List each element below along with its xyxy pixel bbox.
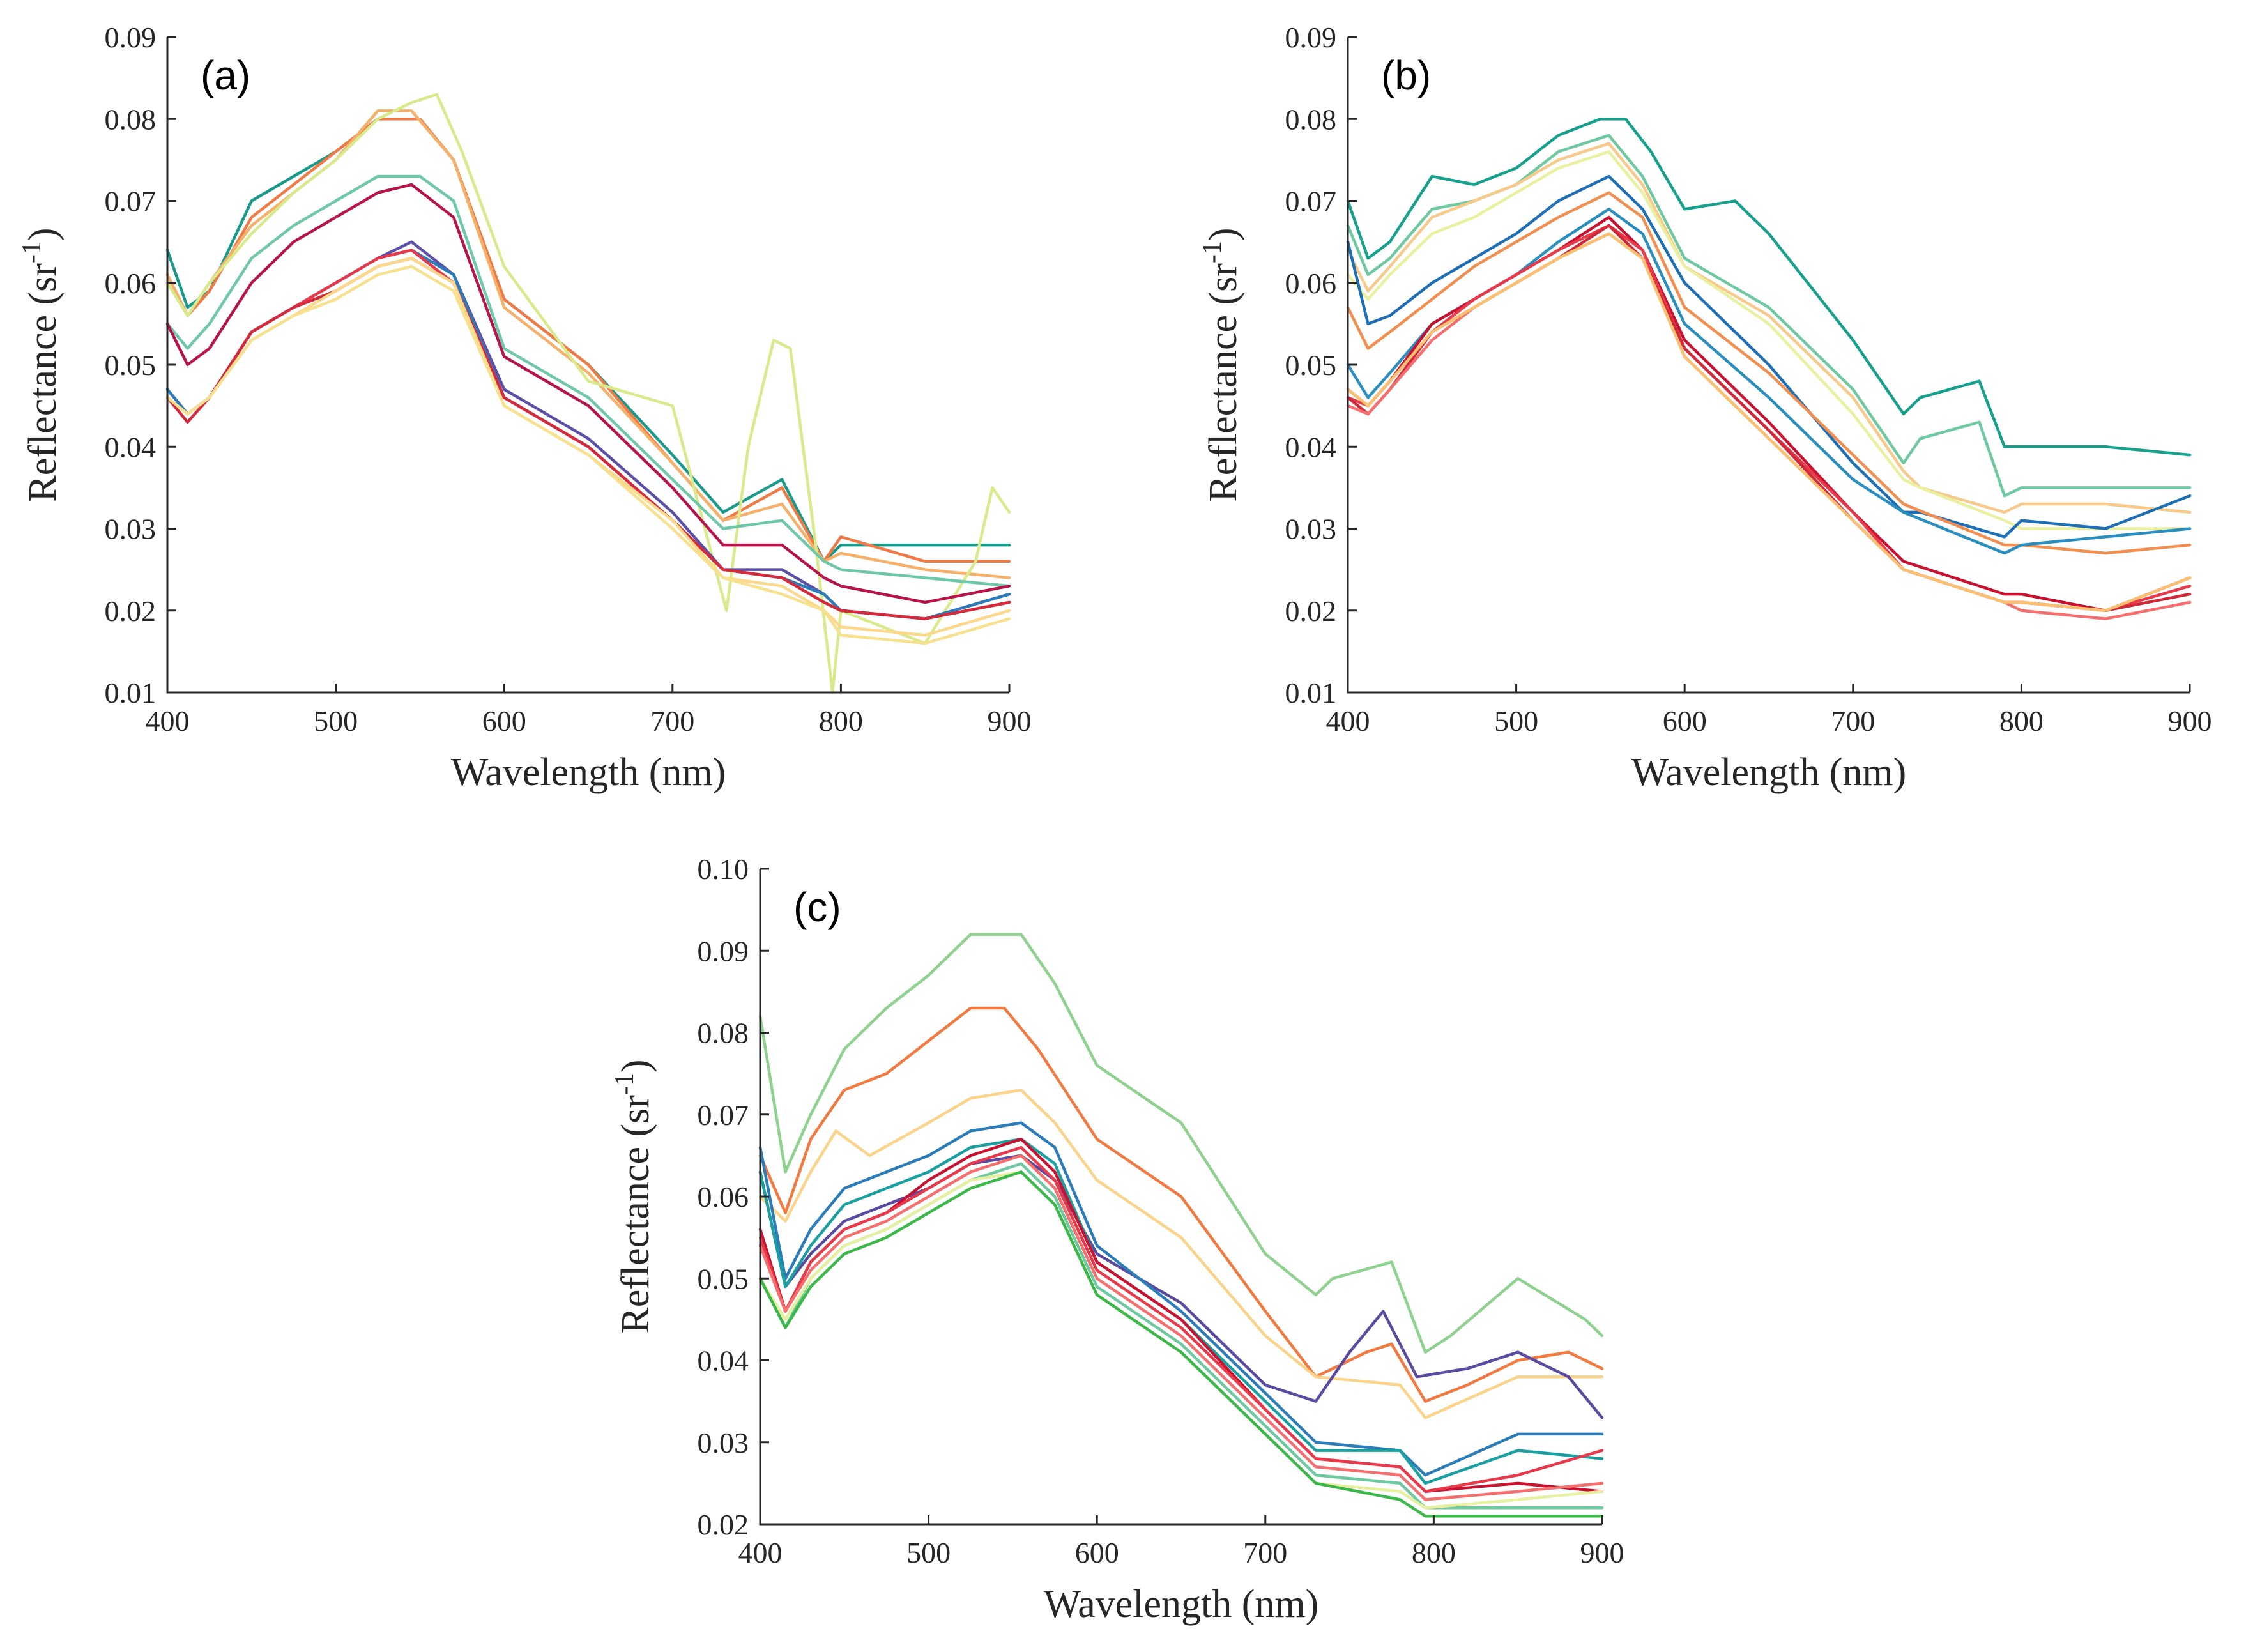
series-line-b-11	[1346, 232, 2192, 620]
y-tick-label-a-2: 0.02	[105, 595, 157, 627]
series-line-b-6	[1346, 191, 2192, 555]
panel-b: 400 500 600 700 800 900 0.01 0.02 0.03 0.04 0.05 0.…	[1198, 21, 2212, 794]
y-axis-title-b: Reflectance (sr-1)	[1198, 227, 1245, 501]
series-line-a-3	[165, 109, 1011, 579]
x-tick-label-a-5: 800	[819, 705, 863, 737]
y-tick-label-c-8: 0.09	[698, 935, 749, 967]
y-tick-label-c-5: 0.06	[698, 1181, 749, 1213]
x-tick-label-a-1: 400	[146, 705, 190, 737]
series-line-c-8	[758, 1145, 1604, 1493]
series-line-b-10	[1346, 224, 2192, 613]
series-line-c-2	[758, 1006, 1604, 1403]
series-line-c-12	[758, 1170, 1604, 1518]
x-tick-label-b-1: 400	[1326, 705, 1370, 737]
y-tick-label-c-2: 0.03	[698, 1426, 749, 1459]
y-tick-label-c-9: 0.10	[698, 853, 749, 885]
series-line-a-2	[165, 117, 1011, 563]
x-axis-title-a: Wavelength (nm)	[451, 751, 726, 794]
y-tick-label-b-6: 0.06	[1285, 267, 1337, 300]
panel-a: 400 500 600 700 800 900 0.01 0.02 0.03 0.04 0.05 0.…	[17, 21, 1032, 794]
y-axis-title-c: Reflectance (sr-1)	[610, 1059, 657, 1333]
y-tick-label-a-6: 0.06	[105, 267, 157, 300]
x-tick-label-b-6: 900	[2168, 705, 2212, 737]
x-tick-label-b-2: 500	[1494, 705, 1538, 737]
series-line-a-12	[165, 264, 1011, 645]
series-line-c-3	[758, 1089, 1604, 1419]
y-tick-label-a-8: 0.08	[105, 103, 157, 135]
y-tick-label-c-6: 0.07	[698, 1099, 749, 1131]
x-tick-label-c-3: 600	[1075, 1536, 1119, 1569]
series-line-a-5	[165, 174, 1011, 588]
x-tick-label-c-6: 900	[1580, 1536, 1624, 1569]
panel-label-a: (a)	[201, 52, 250, 98]
y-tick-label-c-7: 0.08	[698, 1017, 749, 1050]
y-tick-label-a-9: 0.09	[105, 21, 157, 54]
series-line-b-1	[1346, 117, 2192, 457]
series-line-c-1	[758, 933, 1604, 1354]
x-tick-label-a-3: 600	[482, 705, 526, 737]
x-tick-label-a-6: 900	[988, 705, 1032, 737]
y-tick-label-a-3: 0.03	[105, 513, 157, 546]
x-tick-label-a-4: 700	[650, 705, 694, 737]
y-tick-label-b-1: 0.01	[1285, 677, 1337, 709]
series-line-b-12	[1346, 232, 2192, 613]
y-tick-label-b-9: 0.09	[1285, 21, 1337, 54]
x-tick-label-c-5: 800	[1412, 1536, 1456, 1569]
y-tick-label-b-5: 0.05	[1285, 349, 1337, 381]
y-tick-label-b-7: 0.07	[1285, 185, 1337, 218]
series-line-c-9	[758, 1154, 1604, 1501]
y-tick-label-b-3: 0.03	[1285, 513, 1337, 546]
y-axis-title-a: Reflectance (sr-1)	[17, 227, 65, 501]
y-tick-label-c-4: 0.05	[698, 1262, 749, 1295]
y-tick-label-b-2: 0.02	[1285, 595, 1337, 627]
series-line-a-4	[165, 93, 1011, 694]
series-line-b-7	[1346, 208, 2192, 555]
x-tick-label-b-4: 700	[1831, 705, 1875, 737]
series-line-a-8	[165, 249, 1011, 620]
panel-label-c: (c)	[793, 884, 841, 930]
y-tick-label-a-5: 0.05	[105, 349, 157, 381]
y-tick-label-b-4: 0.04	[1285, 431, 1337, 463]
panel-label-b: (b)	[1381, 52, 1431, 98]
series-line-a-10	[165, 257, 1011, 620]
panel-c: 400 500 600 700 800 900 0.02 0.03 0.04 0.05 0.06 0.…	[610, 853, 1624, 1626]
y-tick-label-a-7: 0.07	[105, 185, 157, 218]
series-line-c-6	[758, 1137, 1604, 1485]
x-tick-label-b-5: 800	[1999, 705, 2044, 737]
x-tick-label-c-1: 400	[738, 1536, 783, 1569]
series-line-b-9	[1346, 224, 2192, 613]
x-tick-label-c-4: 700	[1243, 1536, 1287, 1569]
series-line-b-5	[1346, 174, 2192, 539]
x-tick-label-b-3: 600	[1663, 705, 1707, 737]
series-line-a-9	[165, 249, 1011, 620]
y-tick-label-b-8: 0.08	[1285, 103, 1337, 135]
x-tick-label-a-2: 500	[314, 705, 358, 737]
y-tick-label-c-1: 0.02	[698, 1508, 749, 1541]
y-tick-label-a-4: 0.04	[105, 431, 157, 463]
series-line-a-6	[165, 183, 1011, 604]
series-line-b-2	[1346, 134, 2192, 498]
series-line-b-8	[1346, 215, 2192, 613]
series-line-b-4	[1346, 150, 2192, 530]
x-tick-label-c-2: 500	[906, 1536, 951, 1569]
series-line-b-3	[1346, 142, 2192, 514]
y-tick-label-a-1: 0.01	[105, 677, 157, 709]
x-axis-title-c: Wavelength (nm)	[1044, 1582, 1319, 1626]
series-line-c-5	[758, 1121, 1604, 1477]
x-axis-title-b: Wavelength (nm)	[1631, 751, 1907, 794]
y-tick-label-c-3: 0.04	[698, 1345, 749, 1377]
